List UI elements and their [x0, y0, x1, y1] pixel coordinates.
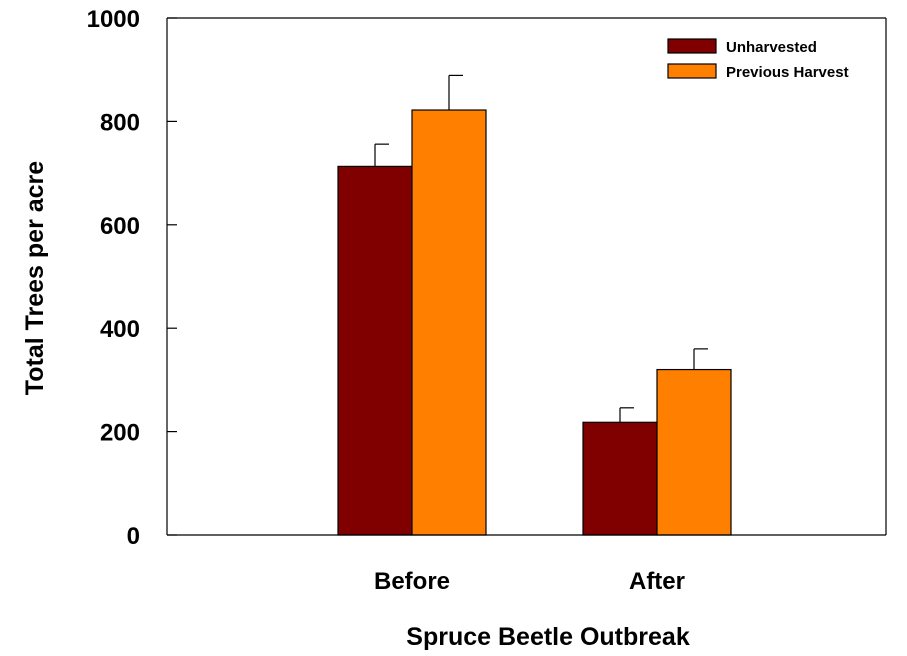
- y-axis-title: Total Trees per acre: [21, 161, 49, 395]
- bar: [582, 421, 658, 536]
- y-tick-label: 400: [100, 316, 140, 343]
- x-categories-layer: Before After: [374, 568, 685, 595]
- legend-swatch: [667, 63, 717, 79]
- y-tick-label: 0: [127, 523, 140, 550]
- axes-layer: [166, 17, 887, 536]
- legend: Unharvested Previous Harvest: [667, 38, 849, 81]
- legend-swatch: [667, 38, 717, 54]
- y-tick-label: 200: [100, 420, 140, 447]
- x-category-label: After: [629, 568, 685, 595]
- legend-label: Unharvested: [726, 39, 817, 56]
- y-tick-label: 1000: [87, 6, 140, 33]
- bar: [656, 368, 732, 536]
- x-axis-title: Spruce Beetle Outbreak: [406, 623, 690, 651]
- y-tick-label: 600: [100, 213, 140, 240]
- bars-layer: [337, 109, 732, 536]
- x-category-label: Before: [374, 568, 450, 595]
- y-ticks-layer: 0 200 400 600 800 1000: [87, 6, 177, 550]
- legend-label: Previous Harvest: [726, 64, 849, 81]
- y-tick-label: 800: [100, 109, 140, 136]
- error-bars-layer: [374, 74, 708, 423]
- bar: [411, 109, 487, 536]
- bar: [337, 165, 413, 536]
